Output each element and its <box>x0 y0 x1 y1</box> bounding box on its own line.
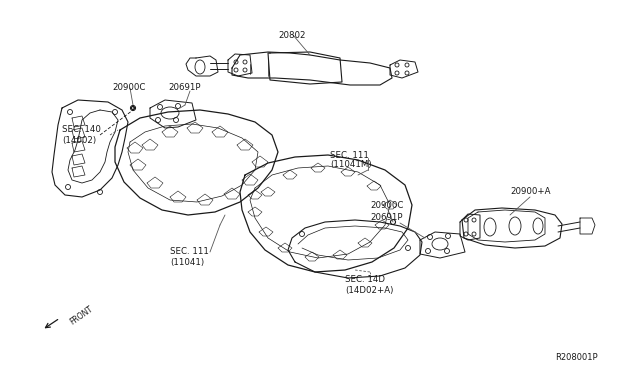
Text: R208001P: R208001P <box>555 353 598 362</box>
Text: SEC. 140: SEC. 140 <box>62 125 101 135</box>
Text: 20900+A: 20900+A <box>510 187 550 196</box>
Text: (11041): (11041) <box>170 257 204 266</box>
Text: SEC. 111: SEC. 111 <box>330 151 369 160</box>
Text: SEC. 14D: SEC. 14D <box>345 276 385 285</box>
Text: (14D02+A): (14D02+A) <box>345 285 394 295</box>
Text: (11041M): (11041M) <box>330 160 372 170</box>
Text: 20691P: 20691P <box>370 212 403 221</box>
Text: (14002): (14002) <box>62 135 96 144</box>
Text: SEC. 111: SEC. 111 <box>170 247 209 257</box>
Text: FRONT: FRONT <box>68 304 95 326</box>
Text: 20900C: 20900C <box>370 201 403 209</box>
Text: 20900C: 20900C <box>112 83 145 93</box>
Text: 20802: 20802 <box>278 31 305 39</box>
Text: 20691P: 20691P <box>168 83 200 93</box>
